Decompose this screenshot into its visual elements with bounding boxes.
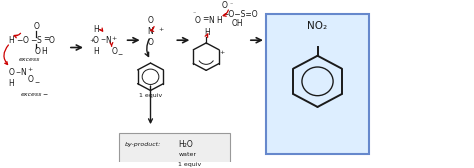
Text: NO₂: NO₂ [308, 22, 328, 31]
Text: ⁻: ⁻ [230, 3, 233, 8]
Text: −: − [30, 36, 36, 45]
Text: O: O [9, 68, 14, 77]
Text: N: N [208, 16, 214, 25]
Text: by-product:: by-product: [125, 142, 161, 147]
Text: water: water [178, 152, 196, 157]
Text: OH: OH [232, 19, 244, 28]
Text: =: = [43, 34, 49, 43]
Text: O: O [33, 22, 39, 31]
Text: +: + [158, 27, 164, 32]
Text: 1 equiv: 1 equiv [178, 162, 201, 167]
Text: excess: excess [18, 57, 40, 62]
Text: O: O [147, 37, 154, 47]
Text: −: − [15, 70, 20, 75]
Text: +: + [89, 38, 94, 43]
Text: excess: excess [20, 92, 42, 97]
Text: H: H [41, 47, 47, 56]
Text: O: O [49, 36, 55, 45]
Text: H: H [9, 36, 14, 45]
Text: 1 equiv: 1 equiv [139, 93, 162, 98]
Text: S: S [36, 36, 41, 45]
Text: N: N [105, 36, 110, 45]
Text: +: + [112, 36, 117, 41]
Text: O: O [22, 36, 28, 45]
Text: N: N [20, 68, 26, 77]
Text: −O−S=O: −O−S=O [222, 10, 258, 19]
Text: O: O [222, 1, 228, 10]
Text: −: − [16, 36, 23, 45]
Text: −: − [34, 80, 39, 85]
Text: O: O [93, 36, 99, 45]
Text: ⁻: ⁻ [192, 12, 195, 17]
Text: H: H [216, 16, 222, 25]
Text: H: H [204, 28, 210, 37]
Text: O: O [27, 75, 33, 84]
Text: O: O [34, 47, 40, 56]
Text: O: O [194, 16, 200, 25]
Text: +: + [219, 51, 224, 55]
Text: −: − [118, 51, 123, 56]
FancyBboxPatch shape [118, 133, 230, 168]
Text: −: − [42, 92, 47, 97]
Text: N: N [147, 27, 154, 36]
Text: H: H [93, 25, 99, 34]
Text: +: + [27, 67, 33, 72]
FancyBboxPatch shape [266, 14, 369, 155]
Text: O: O [112, 47, 118, 56]
Text: H₂O: H₂O [178, 140, 193, 149]
Text: =: = [202, 14, 209, 23]
Text: O: O [147, 16, 154, 25]
Text: −: − [101, 36, 106, 41]
Text: H: H [9, 79, 14, 88]
Text: H: H [93, 47, 99, 56]
